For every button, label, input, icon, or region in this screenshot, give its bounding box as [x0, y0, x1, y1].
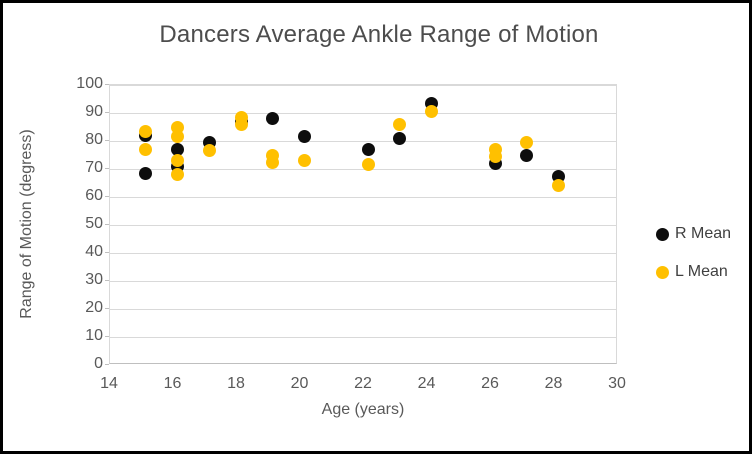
legend-label: L Mean: [675, 263, 728, 280]
data-point-r-mean: [520, 148, 534, 162]
y-tick-label: 0: [94, 355, 103, 372]
y-tick-label: 10: [85, 327, 103, 344]
y-tick-mark: [105, 112, 109, 113]
data-point-l-mean: [266, 155, 280, 169]
data-point-l-mean: [361, 158, 375, 172]
legend-marker-icon: [656, 227, 669, 241]
x-tick-label: 18: [227, 375, 245, 392]
legend-label: R Mean: [675, 225, 732, 242]
gridline: [110, 141, 616, 142]
x-tick-label: 26: [481, 375, 499, 392]
data-point-l-mean: [552, 179, 565, 193]
data-point-l-mean: [139, 124, 153, 138]
y-tick-label: 90: [85, 103, 103, 120]
data-point-r-mean: [361, 142, 375, 156]
data-point-l-mean: [488, 149, 502, 163]
y-tick-mark: [105, 308, 109, 309]
legend-marker-icon: [656, 265, 669, 279]
data-point-l-mean: [171, 130, 184, 144]
data-point-l-mean: [520, 135, 534, 149]
data-point-r-mean: [298, 130, 311, 144]
y-tick-mark: [105, 224, 109, 225]
y-axis-title: Range of Motion (degress): [18, 129, 35, 319]
y-tick-label: 60: [85, 187, 103, 204]
data-point-l-mean: [139, 142, 153, 156]
data-point-r-mean: [552, 169, 565, 183]
x-tick-label: 16: [163, 375, 182, 392]
legend: R Mean L Mean: [656, 225, 731, 301]
data-point-r-mean: [171, 142, 184, 156]
x-tick-label: 30: [608, 375, 626, 392]
y-tick-mark: [105, 252, 109, 253]
legend-entry: L Mean: [656, 263, 731, 281]
gridline: [110, 281, 616, 282]
data-point-l-mean: [393, 117, 407, 131]
data-point-l-mean: [171, 120, 184, 134]
y-tick-mark: [105, 140, 109, 141]
x-axis-title: Age (years): [321, 401, 405, 418]
gridline: [110, 85, 616, 86]
data-point-r-mean: [139, 166, 153, 180]
y-tick-label: 100: [76, 75, 103, 92]
y-tick-label: 30: [85, 271, 103, 288]
gridline: [110, 309, 616, 310]
gridline: [110, 225, 616, 226]
y-tick-mark: [105, 336, 109, 337]
x-tick-label: 22: [354, 375, 372, 392]
plot-area: [109, 84, 617, 364]
y-tick-mark: [105, 196, 109, 197]
y-tick-mark: [105, 280, 109, 281]
x-tick-label: 14: [100, 375, 118, 392]
chart-title: Dancers Average Ankle Range of Motion: [159, 21, 599, 48]
data-point-l-mean: [202, 144, 216, 158]
gridline: [110, 337, 616, 338]
y-tick-label: 70: [85, 159, 103, 176]
y-tick-mark: [105, 364, 109, 365]
y-tick-label: 20: [85, 299, 103, 316]
y-tick-mark: [105, 84, 109, 85]
gridline: [110, 169, 616, 170]
legend-entry: R Mean: [656, 225, 731, 243]
y-tick-label: 40: [85, 243, 103, 260]
x-tick-label: 24: [417, 375, 436, 392]
x-tick-label: 20: [290, 375, 309, 392]
data-point-l-mean: [171, 154, 184, 168]
data-point-r-mean: [393, 131, 407, 145]
data-point-l-mean: [171, 168, 184, 182]
y-tick-label: 50: [85, 215, 103, 232]
y-tick-label: 80: [85, 131, 103, 148]
x-tick-label: 28: [544, 375, 563, 392]
data-point-r-mean: [266, 112, 280, 126]
gridline: [110, 253, 616, 254]
data-point-l-mean: [234, 117, 248, 131]
data-point-l-mean: [298, 154, 311, 168]
y-tick-mark: [105, 168, 109, 169]
data-point-l-mean: [425, 105, 438, 119]
gridline: [110, 197, 616, 198]
gridline: [110, 113, 616, 114]
